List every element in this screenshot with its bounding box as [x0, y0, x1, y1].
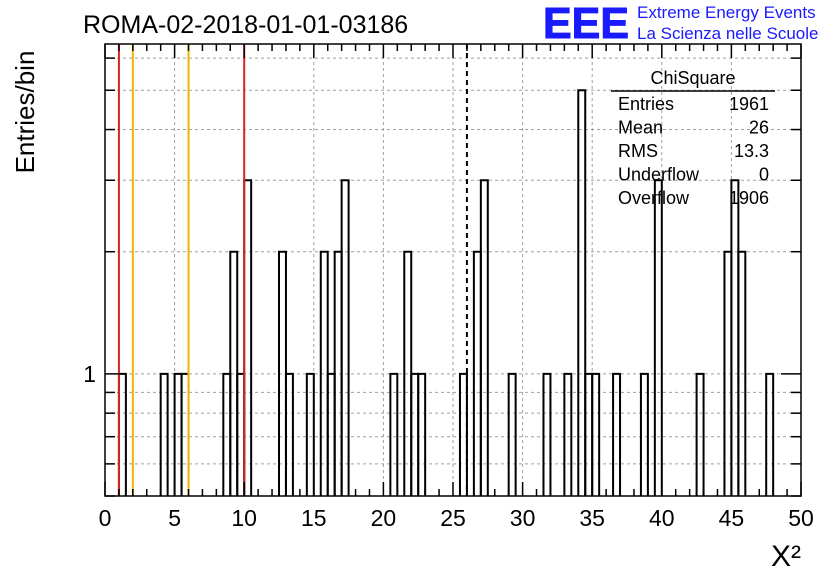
stats-value: 1961: [729, 94, 769, 114]
x-tick-label: 30: [510, 505, 536, 531]
histogram-bar: [591, 372, 601, 496]
stats-value: 1906: [729, 188, 769, 208]
x-tick-label: 0: [99, 505, 112, 531]
histogram-bar: [542, 372, 552, 496]
stats-box: ChiSquare Entries 1961 Mean 26 RMS 13.3 Underf…: [611, 68, 775, 208]
stats-value: 13.3: [734, 141, 769, 161]
x-tick-labels: 0 5 10 15 20 25 30 35 40 45 50: [99, 505, 814, 531]
histogram-bar: [765, 372, 775, 496]
histogram-bar: [507, 372, 517, 496]
histogram-bar: [730, 179, 740, 496]
stats-label: Overflow: [618, 188, 690, 208]
grid-lines: [105, 44, 801, 497]
histogram-bar: [389, 372, 399, 496]
y-tick-labels: 1: [83, 361, 96, 387]
logo-line-1: Extreme Energy Events: [637, 3, 816, 22]
chart-title: ROMA-02-2018-01-01-03186: [83, 11, 408, 39]
x-tick-label: 15: [301, 505, 327, 531]
x-tick-label: 45: [719, 505, 745, 531]
histogram-bar: [695, 372, 705, 496]
histogram-bar: [479, 179, 489, 496]
stats-value: 26: [749, 118, 769, 138]
histogram-bar: [340, 179, 350, 496]
x-tick-label: 25: [440, 505, 466, 531]
y-tick-label: 1: [83, 361, 96, 387]
histogram-bar: [284, 372, 294, 496]
x-tick-label: 10: [231, 505, 257, 531]
stats-label: Underflow: [618, 165, 700, 185]
stats-value: 0: [759, 165, 769, 185]
x-tick-label: 5: [168, 505, 181, 531]
threshold-lines: [117, 44, 468, 496]
stats-title: ChiSquare: [650, 68, 735, 88]
histogram-bar: [737, 250, 747, 496]
x-tick-label: 20: [371, 505, 397, 531]
x-tick-label: 35: [579, 505, 605, 531]
histogram-bar: [653, 179, 663, 496]
histogram-bar: [159, 372, 169, 496]
x-axis-label: X²: [771, 540, 801, 572]
histogram-bar: [612, 372, 622, 496]
stats-label: Mean: [618, 118, 663, 138]
histogram-bar: [305, 372, 315, 496]
logo-mark: EEE: [543, 0, 629, 48]
histogram-bar: [563, 372, 573, 496]
stats-label: RMS: [618, 141, 658, 161]
x-tick-label: 40: [649, 505, 675, 531]
histogram-bar: [243, 179, 253, 496]
x-tick-label: 50: [788, 505, 814, 531]
axis-ticks: [104, 44, 802, 497]
histogram-bar: [639, 372, 649, 496]
y-axis-label: Entries/bin: [10, 51, 40, 174]
logo-line-2: La Scienza nelle Scuole: [637, 24, 818, 43]
histogram-bars: [117, 89, 775, 496]
histogram-bar: [577, 89, 587, 496]
histogram-bar: [417, 372, 427, 496]
stats-label: Entries: [618, 94, 674, 114]
eee-logo: EEE Extreme Energy Events La Scienza nel…: [543, 0, 819, 49]
